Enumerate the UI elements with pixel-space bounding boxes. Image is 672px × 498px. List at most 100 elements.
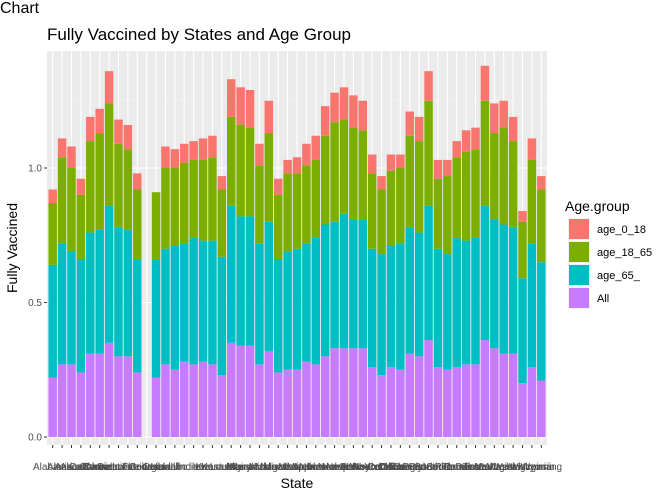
x-tick-label: Oklahoma (378, 462, 424, 473)
bar-segment (302, 243, 311, 362)
bar-segment (236, 345, 245, 437)
bar-segment (180, 143, 189, 163)
bar-segment (490, 219, 499, 349)
bar-segment (537, 262, 546, 381)
bar-segment (161, 168, 170, 249)
bar-segment (320, 106, 330, 136)
bar-segment (208, 135, 217, 158)
bar-segment (57, 157, 67, 244)
bar-segment (104, 71, 114, 104)
x-tick-label: Utah (474, 462, 495, 473)
bar-segment (480, 205, 490, 341)
bar-group (48, 65, 546, 437)
x-tick-label: North Dakota (352, 462, 411, 473)
bar-segment (414, 232, 424, 357)
x-tick-label: Iowa (192, 462, 214, 473)
bar-segment (245, 89, 255, 128)
bar-segment (349, 95, 358, 128)
bar-segment (396, 168, 405, 244)
bar-segment (405, 111, 414, 136)
x-tick-label: Mississippi (263, 462, 311, 473)
bar-segment (480, 100, 490, 206)
bar-segment (283, 369, 292, 437)
bar-segment (527, 367, 537, 437)
x-axis: AlabamaAlaskaArizonaArkansasCaliforniaCo… (33, 445, 562, 473)
bar-segment (499, 127, 508, 225)
bar-segment (227, 205, 236, 343)
x-tick-label: Ohio (380, 462, 402, 473)
legend-swatch (569, 242, 589, 262)
x-tick-label: Puerto Rico (402, 462, 455, 473)
bar-segment (76, 372, 86, 437)
x-tick-label: Wyoming (521, 462, 563, 473)
x-tick-label: Nebraska (294, 462, 337, 473)
bar-segment (57, 364, 67, 437)
x-tick-label: Guam (142, 462, 169, 473)
x-tick-label: Rhode Island (408, 462, 467, 473)
bar-segment (508, 227, 518, 354)
bar-segment (358, 130, 368, 220)
bar-segment (48, 264, 57, 378)
bar-segment (396, 369, 405, 437)
bar-segment (67, 168, 76, 252)
bar-segment (189, 159, 198, 238)
bar-segment (189, 364, 198, 437)
x-tick-label: Maine (227, 462, 255, 473)
bar-segment (95, 353, 104, 437)
bar-segment (386, 246, 396, 368)
x-tick-label: South Dakota (426, 462, 487, 473)
bar-segment (537, 189, 546, 263)
bar-segment (123, 356, 133, 437)
bar-segment (180, 162, 189, 244)
bar-segment (311, 135, 321, 160)
bar-segment (377, 176, 386, 190)
bar-segment (339, 87, 349, 120)
bar-segment (490, 103, 499, 134)
y-tick-label: 1.0 (28, 164, 42, 175)
x-tick-label: North Carolina (340, 462, 405, 473)
bar-segment (67, 146, 76, 168)
bar-segment (114, 227, 123, 357)
bar-segment (227, 116, 236, 206)
bar-segment (443, 254, 452, 370)
bar-segment (452, 157, 461, 238)
bar-segment (452, 367, 461, 437)
x-tick-label: South Carolina (414, 462, 481, 473)
x-tick-label: Idaho (162, 462, 187, 473)
legend-title: Age.group (565, 198, 630, 214)
bar-segment (433, 178, 443, 249)
bar-segment (133, 189, 142, 260)
x-tick-label: Minnesota (255, 462, 302, 473)
bar-segment (508, 353, 518, 437)
bar-segment (330, 221, 339, 349)
bar-segment (302, 361, 311, 437)
bar-segment (76, 178, 86, 195)
x-tick-label: Michigan (249, 462, 289, 473)
x-axis-title: State (281, 475, 314, 491)
bar-segment (358, 219, 368, 349)
bar-segment (311, 237, 321, 365)
bar-segment (311, 364, 321, 437)
bar-segment (67, 251, 76, 365)
bar-segment (471, 149, 480, 238)
bar-segment (95, 108, 104, 134)
bar-segment (480, 65, 490, 101)
x-tick-label: Montana (287, 462, 326, 473)
bar-segment (255, 243, 264, 365)
bar-segment (377, 189, 386, 255)
y-axis-title: Fully Vaccined (4, 203, 20, 293)
bar-segment (104, 103, 114, 206)
bar-segment (264, 100, 274, 134)
bar-segment (255, 143, 264, 166)
bar-segment (283, 251, 292, 370)
bar-segment (527, 138, 537, 160)
bar-segment (339, 119, 349, 214)
bar-segment (245, 345, 255, 437)
bar-segment (292, 248, 302, 370)
x-tick-label: California (69, 462, 112, 473)
bar-segment (518, 278, 527, 384)
bar-segment (95, 133, 104, 230)
bar-segment (405, 227, 414, 354)
bar-segment (264, 221, 274, 351)
bar-segment (508, 116, 518, 142)
